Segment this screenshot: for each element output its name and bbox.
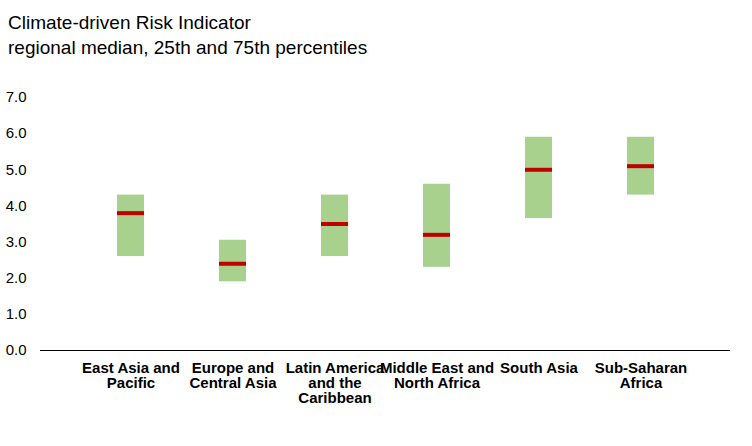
svg-text:Middle East andNorth Africa: Middle East andNorth Africa: [380, 359, 494, 391]
svg-text:7.0: 7.0: [6, 88, 27, 105]
svg-text:6.0: 6.0: [6, 124, 27, 141]
svg-text:3.0: 3.0: [6, 233, 27, 250]
svg-text:2.0: 2.0: [6, 269, 27, 286]
svg-text:Sub-SaharanAfrica: Sub-SaharanAfrica: [595, 359, 688, 391]
svg-text:East Asia andPacific: East Asia andPacific: [82, 359, 180, 391]
html-text:Climate-driven Risk Indicator: Climate-driven Risk Indicator: [8, 12, 251, 33]
svg-text:0.0: 0.0: [6, 341, 27, 358]
svg-text:1.0: 1.0: [6, 305, 27, 322]
svg-text:Latin Americaand theCaribbean: Latin Americaand theCaribbean: [286, 359, 385, 406]
svg-text:5.0: 5.0: [6, 161, 27, 178]
svg-text:Europe andCentral Asia: Europe andCentral Asia: [190, 359, 278, 391]
svg-text:4.0: 4.0: [6, 197, 27, 214]
html-text:regional median, 25th and 75th: regional median, 25th and 75th percentil…: [8, 37, 368, 58]
svg-text:South Asia: South Asia: [500, 359, 578, 376]
